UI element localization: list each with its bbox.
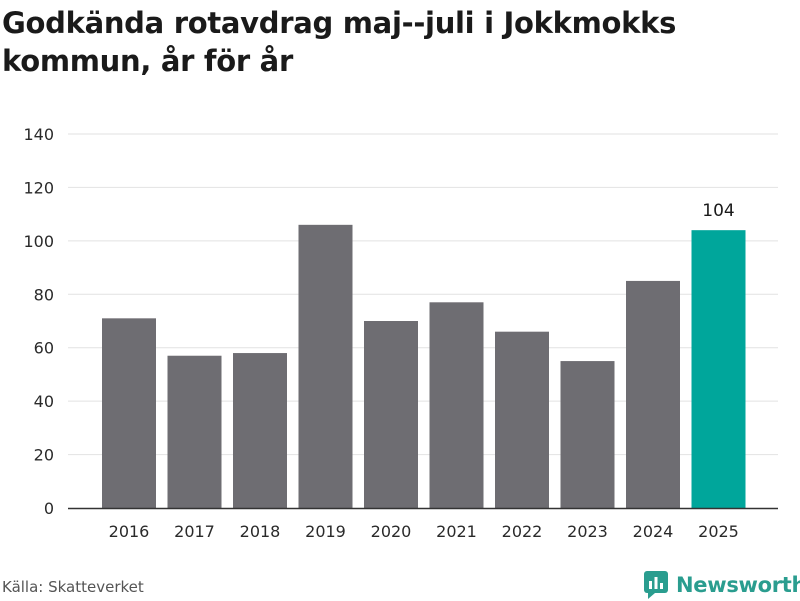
x-tick-label: 2018 [240, 522, 281, 541]
y-tick-label: 20 [34, 446, 54, 465]
source-note: Källa: Skatteverket [2, 578, 144, 596]
y-tick-label: 0 [44, 499, 54, 518]
x-tick-label: 2025 [698, 522, 739, 541]
bar [495, 331, 549, 508]
x-tick-label: 2019 [305, 522, 346, 541]
y-tick-label: 80 [34, 285, 54, 304]
brand-logo: Newsworthy [644, 569, 800, 601]
newsworthy-logo-icon [644, 571, 668, 599]
bar [364, 321, 418, 508]
y-tick-label: 40 [34, 392, 54, 411]
y-tick-label: 140 [23, 125, 54, 144]
x-tick-label: 2022 [502, 522, 543, 541]
data-label: 104 [702, 201, 734, 221]
bar [102, 318, 156, 508]
x-tick-label: 2023 [567, 522, 608, 541]
chart-title: Godkända rotavdrag maj--juli i Jokkmokks… [2, 6, 677, 78]
bar [626, 280, 680, 508]
bar [560, 361, 615, 508]
y-tick-label: 100 [23, 232, 54, 251]
brand-name: Newsworthy [676, 573, 800, 597]
bar [233, 353, 287, 508]
x-tick-label: 2017 [174, 522, 215, 541]
y-tick-label: 60 [34, 339, 54, 358]
x-tick-label: 2016 [109, 522, 150, 541]
bar [167, 355, 222, 508]
bar [691, 230, 746, 508]
bar [298, 224, 353, 509]
x-tick-label: 2024 [633, 522, 674, 541]
x-tick-label: 2021 [436, 522, 477, 541]
bar [429, 302, 484, 508]
y-tick-label: 120 [23, 178, 54, 197]
x-tick-label: 2020 [371, 522, 412, 541]
